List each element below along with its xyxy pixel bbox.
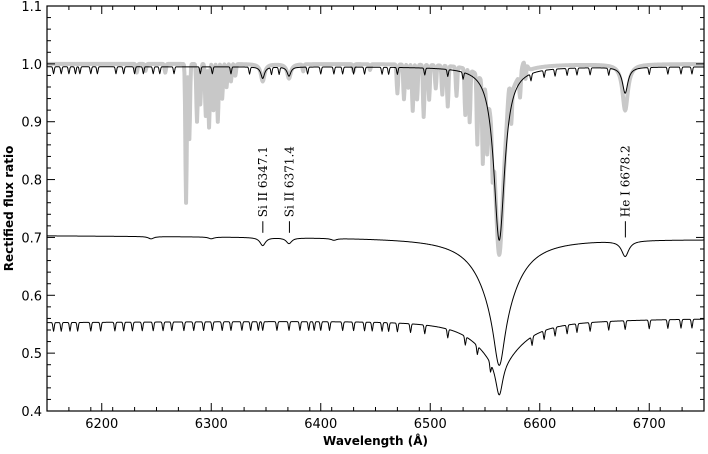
x-tick-label: 6200 bbox=[85, 417, 118, 432]
annotation-label: He I 6678.2 bbox=[618, 145, 632, 217]
x-axis-title: Wavelength (Å) bbox=[323, 433, 428, 448]
tick-layer: 6200 6300 6400 6500 6600 6700 0.4 0.5 0.6 0.7 0.8 0… bbox=[21, 0, 705, 432]
annotation-label: Si II 6347.1 bbox=[256, 146, 270, 217]
series-line-2 bbox=[47, 66, 705, 241]
series-layer bbox=[45, 60, 706, 396]
x-tick-label: 6400 bbox=[304, 417, 337, 432]
x-tick-label: 6600 bbox=[523, 417, 556, 432]
y-tick-label: 0.8 bbox=[21, 174, 42, 189]
y-tick-label: 1.0 bbox=[21, 58, 42, 73]
series-line-4 bbox=[47, 318, 705, 396]
y-tick-label: 0.9 bbox=[21, 116, 42, 131]
x-tick-label: 6700 bbox=[633, 417, 666, 432]
x-tick-label: 6300 bbox=[195, 417, 228, 432]
y-tick-label: 0.5 bbox=[21, 347, 42, 362]
y-tick-label: 0.7 bbox=[21, 231, 42, 246]
annotation-label: Si II 6371.4 bbox=[282, 146, 296, 218]
series-line-3 bbox=[46, 235, 704, 366]
y-tick-label: 0.4 bbox=[21, 405, 42, 420]
series-line-1 bbox=[45, 60, 706, 257]
y-axis-title: Rectified flux ratio bbox=[2, 146, 16, 272]
y-tick-label: 0.6 bbox=[21, 289, 42, 304]
annotation-layer: Si II 6347.1 Si II 6371.4 He I 6678.2 bbox=[256, 145, 632, 238]
y-tick-label: 1.1 bbox=[21, 0, 42, 15]
x-tick-label: 6500 bbox=[414, 417, 447, 432]
